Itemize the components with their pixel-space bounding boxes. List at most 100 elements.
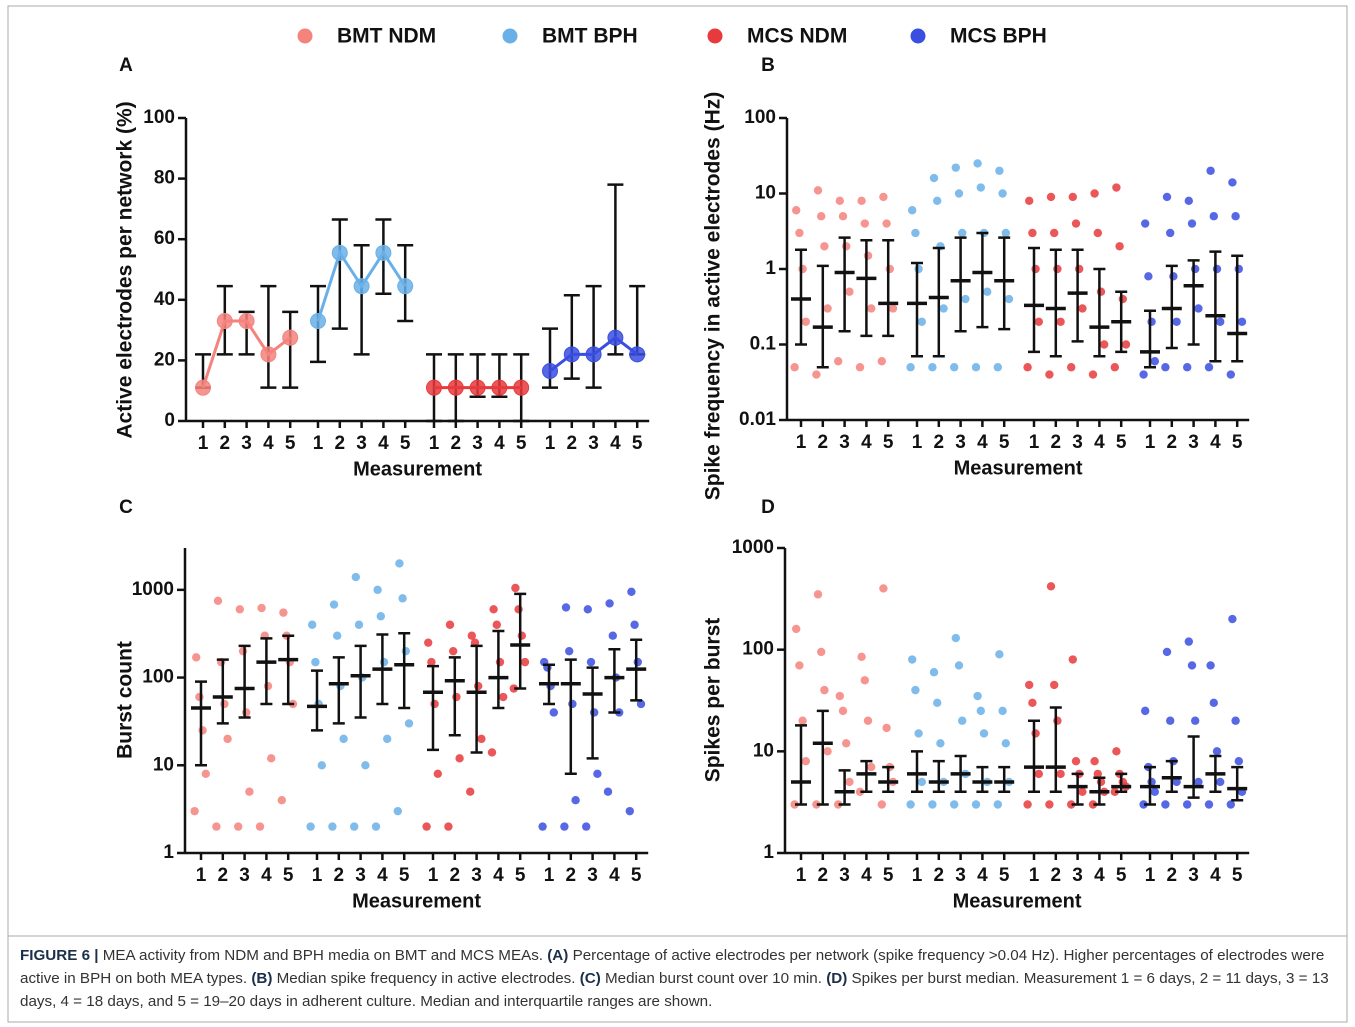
iqr-bar xyxy=(427,664,439,752)
x-tick-label: 3 xyxy=(471,865,482,886)
point xyxy=(1216,777,1225,787)
legend-label: MCS NDM xyxy=(747,25,847,48)
x-tick-label: 3 xyxy=(239,865,250,886)
y-tick-label: 0 xyxy=(164,410,175,431)
point xyxy=(1004,294,1014,304)
point xyxy=(267,754,276,763)
x-tick-label: 5 xyxy=(883,865,894,886)
iqr-bar xyxy=(216,658,229,725)
point xyxy=(838,706,848,716)
point xyxy=(1212,264,1222,274)
iqr-bar xyxy=(1028,246,1040,354)
x-tick-label: 1 xyxy=(429,433,440,454)
point xyxy=(1141,219,1150,228)
point xyxy=(995,166,1004,175)
x-tick-label: 4 xyxy=(1210,432,1221,453)
x-tick-label: 3 xyxy=(1072,432,1083,453)
y-tick-label: 10 xyxy=(753,740,774,761)
point xyxy=(835,691,844,701)
point xyxy=(495,657,505,667)
error-bar xyxy=(607,183,624,356)
x-tick-label: 4 xyxy=(1210,865,1221,886)
x-tick-label: 1 xyxy=(428,865,439,886)
point xyxy=(353,278,370,295)
x-tick-label: 2 xyxy=(451,433,462,454)
point xyxy=(607,329,624,346)
point xyxy=(422,822,431,831)
point xyxy=(801,756,810,766)
iqr-bar xyxy=(816,709,829,806)
iqr-bar xyxy=(1071,772,1084,806)
point xyxy=(586,657,596,667)
point xyxy=(351,572,360,582)
point xyxy=(350,822,359,831)
iqr-bar xyxy=(911,261,923,358)
point xyxy=(1234,756,1244,766)
iqr-bar xyxy=(195,680,207,767)
iqr-bar xyxy=(860,239,873,338)
point xyxy=(371,822,381,831)
caption-text: MEA activity from NDM and BPH media on B… xyxy=(98,947,548,964)
x-tick-label: 3 xyxy=(1188,432,1199,453)
x-tick-label: 5 xyxy=(999,865,1010,886)
x-tick-label: 1 xyxy=(198,433,209,454)
point xyxy=(845,287,854,296)
point xyxy=(867,762,876,772)
point xyxy=(238,646,248,656)
point xyxy=(445,620,455,629)
iqr-bar xyxy=(332,656,345,725)
point xyxy=(306,822,315,831)
point xyxy=(487,748,497,757)
point xyxy=(1096,777,1106,787)
point xyxy=(1194,304,1203,313)
point xyxy=(398,594,407,603)
point xyxy=(795,228,804,238)
point xyxy=(838,212,848,221)
y-tick-label: 1000 xyxy=(732,537,774,558)
point xyxy=(817,647,826,657)
point xyxy=(906,800,915,809)
y-tick-label: 100 xyxy=(742,639,774,660)
x-tick-label: 1 xyxy=(544,865,555,886)
iqr-bar xyxy=(1049,706,1062,794)
x-tick-label: 5 xyxy=(632,433,643,454)
point xyxy=(1184,196,1194,206)
point xyxy=(1194,777,1203,787)
point xyxy=(973,159,982,168)
y-tick-label: 100 xyxy=(744,107,776,128)
error-bar xyxy=(353,244,370,356)
legend-label: BMT BPH xyxy=(542,25,638,48)
point xyxy=(834,357,843,366)
x-tick-label: 5 xyxy=(515,865,526,886)
point xyxy=(863,716,873,725)
x-tick-label: 2 xyxy=(1167,432,1178,453)
point xyxy=(328,822,337,831)
point xyxy=(513,379,530,396)
point xyxy=(917,777,926,787)
legend-marker xyxy=(707,28,723,44)
y-tick-label: 0.1 xyxy=(750,334,777,355)
point xyxy=(1187,661,1197,670)
point xyxy=(1071,219,1081,228)
point xyxy=(914,729,923,738)
point xyxy=(845,777,854,787)
point xyxy=(860,219,869,228)
point xyxy=(1191,716,1200,725)
point xyxy=(951,163,960,172)
iqr-bar xyxy=(238,644,251,719)
point xyxy=(1121,340,1131,349)
x-axis-label: Measurement xyxy=(352,890,481,912)
x-tick-label: 2 xyxy=(1167,865,1178,886)
point xyxy=(195,692,204,702)
y-tick-label: 10 xyxy=(153,754,174,775)
y-tick-label: 80 xyxy=(154,168,175,189)
point xyxy=(842,739,851,748)
point xyxy=(452,692,461,702)
point xyxy=(1150,787,1160,796)
point xyxy=(1096,287,1106,296)
point xyxy=(954,661,964,670)
point xyxy=(331,244,348,261)
x-tick-label: 3 xyxy=(839,865,850,886)
iqr-bar xyxy=(1115,772,1128,794)
